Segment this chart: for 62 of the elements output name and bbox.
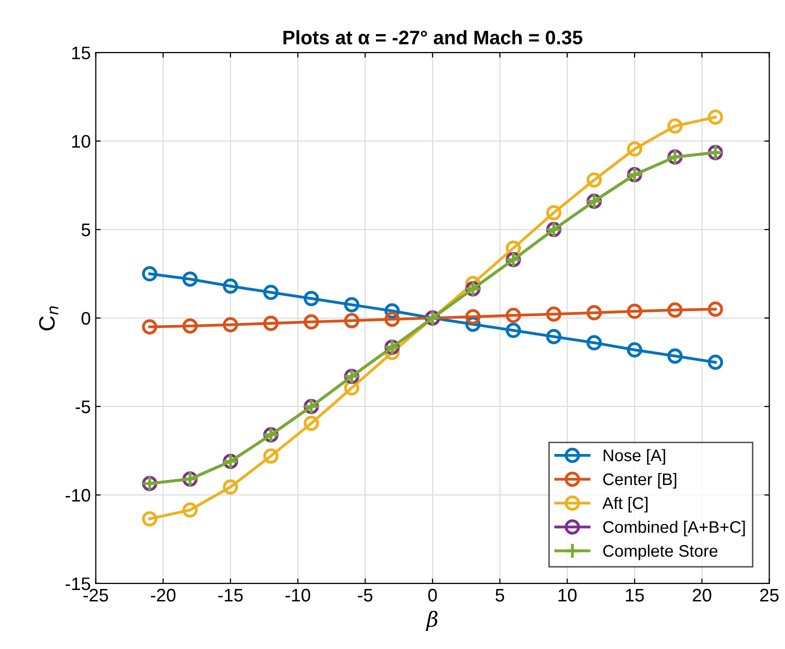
point xyxy=(344,313,360,328)
point xyxy=(506,308,521,323)
chart-title: Plots at α = -27° and Mach = 0.35 xyxy=(283,30,582,44)
x-tick-label: -5 xyxy=(358,588,372,602)
x-tick-label: -10 xyxy=(286,588,310,602)
point xyxy=(626,342,642,358)
x-tick-label: 0 xyxy=(428,588,437,602)
point xyxy=(626,141,642,157)
point xyxy=(222,278,238,294)
x-tick-label: 5 xyxy=(496,588,504,602)
legend-label: Aft [C] xyxy=(602,496,648,512)
point xyxy=(182,502,198,518)
point xyxy=(304,314,319,330)
point xyxy=(506,322,521,338)
y-tick-label: 10 xyxy=(72,134,90,148)
point xyxy=(142,511,158,526)
y-axis-title: C$_{n}$ xyxy=(39,306,58,330)
x-axis-title: β xyxy=(426,610,438,631)
x-tick-label: 25 xyxy=(760,588,779,602)
x-tick-label: -25 xyxy=(84,588,108,602)
point xyxy=(708,302,724,317)
point xyxy=(586,172,602,188)
point xyxy=(222,479,238,495)
x-tick-label: 15 xyxy=(626,588,644,602)
point xyxy=(667,302,683,318)
x-tick-label: 20 xyxy=(692,588,712,602)
point xyxy=(586,335,602,350)
legend-label: Complete Store xyxy=(603,544,718,560)
point xyxy=(384,312,400,327)
point xyxy=(667,348,683,364)
point xyxy=(142,319,158,334)
point xyxy=(465,309,481,324)
legend-label: Nose [A] xyxy=(604,449,666,465)
point xyxy=(304,290,319,306)
y-tick-label: -10 xyxy=(66,488,90,502)
y-tick-label: -15 xyxy=(66,578,90,590)
x-tick-label: 10 xyxy=(558,588,577,602)
point xyxy=(142,266,158,282)
point xyxy=(222,317,238,332)
point xyxy=(546,328,562,344)
y-tick-label: 5 xyxy=(82,224,90,236)
legend-label: Center [B] xyxy=(603,472,676,489)
legend-label: Combined [A+B+C] xyxy=(603,520,745,536)
point xyxy=(626,304,642,319)
y-tick-label: 15 xyxy=(72,46,90,60)
point xyxy=(708,354,724,370)
point xyxy=(546,205,562,220)
point xyxy=(182,318,198,334)
point xyxy=(708,110,724,125)
point xyxy=(546,306,562,322)
point xyxy=(263,316,279,331)
point xyxy=(263,284,279,300)
x-tick-label: -15 xyxy=(218,588,243,602)
point xyxy=(304,416,319,431)
x-tick-label: -20 xyxy=(150,588,176,602)
point xyxy=(586,305,602,320)
point xyxy=(182,271,198,287)
point xyxy=(263,448,279,464)
point xyxy=(667,118,683,134)
y-tick-label: 0 xyxy=(82,312,90,325)
point xyxy=(344,297,360,312)
y-tick-label: -5 xyxy=(76,400,90,414)
